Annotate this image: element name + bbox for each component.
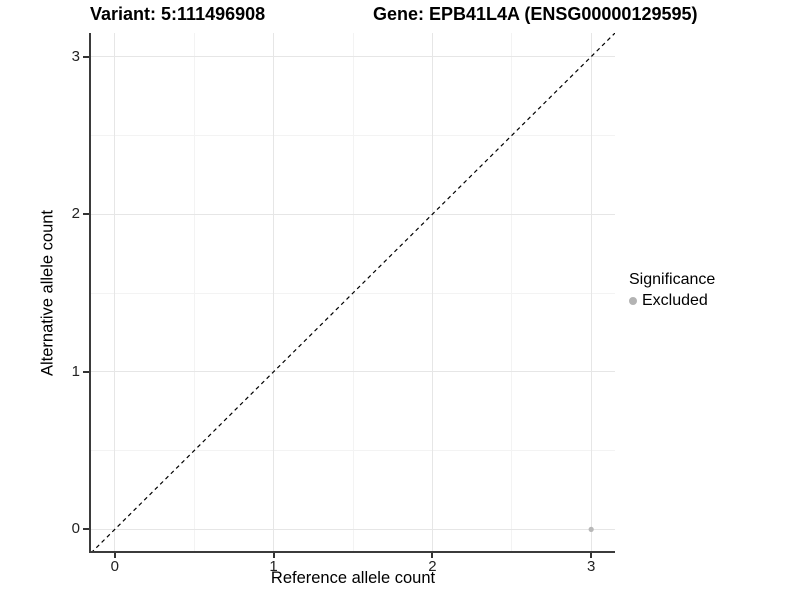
major-gridline-horizontal xyxy=(91,528,615,530)
major-gridline-vertical xyxy=(273,33,275,553)
y-axis-title: Alternative allele count xyxy=(38,209,57,377)
x-tick-mark xyxy=(272,553,275,558)
y-tick-label: 2 xyxy=(71,205,80,223)
excluded-dot-icon xyxy=(629,297,637,305)
data-point-excluded xyxy=(588,526,594,532)
minor-gridline-horizontal xyxy=(91,134,615,136)
legend-item-label: Excluded xyxy=(642,292,708,309)
plot-layer xyxy=(91,33,615,553)
major-gridline-vertical xyxy=(590,33,592,553)
plot-panel xyxy=(91,33,615,553)
gene-title: Gene: EPB41L4A (ENSG00000129595) xyxy=(373,4,698,24)
major-gridline-horizontal xyxy=(91,56,615,58)
y-tick-label: 3 xyxy=(71,47,80,65)
minor-gridline-vertical xyxy=(511,33,513,553)
y-axis-line xyxy=(89,33,91,553)
legend: Significance Excluded xyxy=(629,271,715,310)
variant-title: Variant: 5:111496908 xyxy=(90,4,266,24)
legend-item-excluded: Excluded xyxy=(629,292,715,310)
x-axis-line xyxy=(89,551,615,553)
y-tick-label: 1 xyxy=(71,362,80,380)
x-axis-title: Reference allele count xyxy=(270,569,436,587)
x-tick-mark xyxy=(590,553,593,558)
y-tick-mark xyxy=(83,370,89,373)
x-tick-label: 1 xyxy=(269,558,278,575)
major-gridline-horizontal xyxy=(91,371,615,373)
major-gridline-vertical xyxy=(114,33,116,553)
x-tick-label: 0 xyxy=(110,558,119,575)
major-gridline-vertical xyxy=(431,33,433,553)
legend-title: Significance xyxy=(629,271,716,288)
identity-dashed-line xyxy=(91,33,615,553)
x-tick-mark xyxy=(113,553,116,558)
x-tick-label: 2 xyxy=(428,558,437,575)
y-tick-mark xyxy=(83,528,89,531)
y-tick-mark xyxy=(83,213,89,216)
x-tick-mark xyxy=(431,553,434,558)
y-tick-label: 0 xyxy=(71,520,80,538)
y-tick-mark xyxy=(83,55,89,58)
major-gridline-horizontal xyxy=(91,213,615,215)
x-tick-label: 3 xyxy=(587,558,596,575)
